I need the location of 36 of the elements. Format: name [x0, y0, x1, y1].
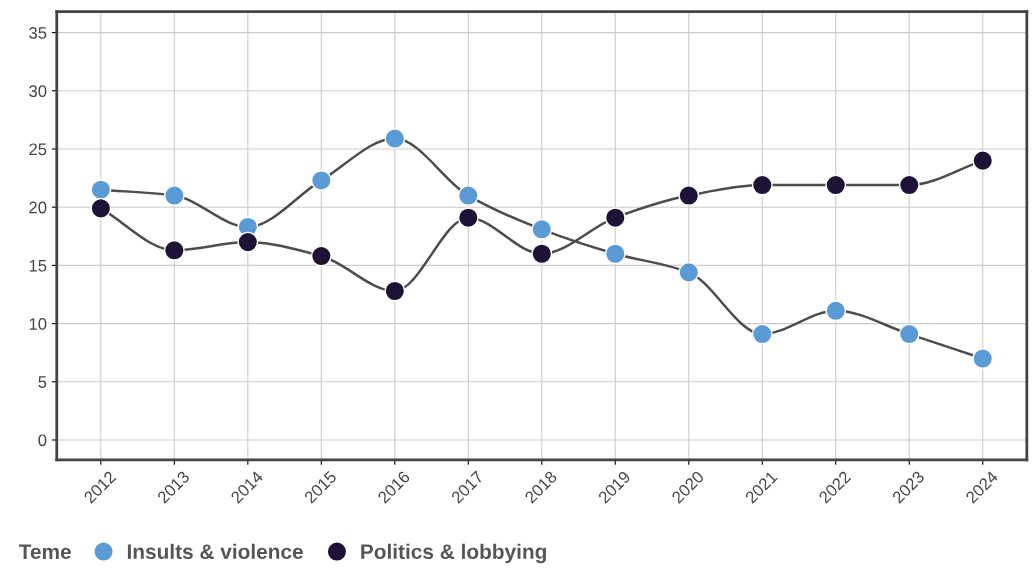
point	[972, 150, 994, 172]
legend-title: Teme	[18, 544, 71, 560]
y-tick-label: 15	[29, 259, 47, 272]
y-tick-label: 35	[29, 26, 47, 39]
point	[163, 185, 185, 206]
y-tick-label: 10	[29, 317, 47, 330]
y-tick-label: 5	[38, 376, 47, 388]
point	[604, 207, 626, 229]
point	[90, 197, 112, 219]
y-tick-label: 25	[29, 143, 47, 156]
point	[237, 231, 259, 253]
point	[898, 174, 920, 196]
point	[384, 280, 406, 302]
point	[751, 174, 773, 196]
point	[457, 207, 479, 229]
point	[825, 300, 847, 322]
point	[457, 185, 479, 206]
point	[90, 179, 112, 201]
legend-label: Insults & violence	[127, 543, 303, 560]
y-tick-label: 0	[38, 434, 47, 447]
point	[531, 218, 553, 240]
point	[825, 174, 847, 196]
point	[310, 245, 332, 267]
point	[972, 348, 994, 369]
point	[310, 170, 332, 191]
y-tick-label: 20	[29, 201, 47, 214]
point	[678, 185, 700, 206]
point	[604, 243, 626, 265]
legend-label: Politics & lobbying	[361, 543, 546, 564]
point	[531, 243, 553, 265]
point	[678, 261, 700, 283]
y-tick-label: 30	[29, 85, 47, 97]
point	[751, 323, 773, 345]
point	[163, 239, 185, 261]
point	[898, 323, 920, 345]
point	[384, 128, 406, 149]
